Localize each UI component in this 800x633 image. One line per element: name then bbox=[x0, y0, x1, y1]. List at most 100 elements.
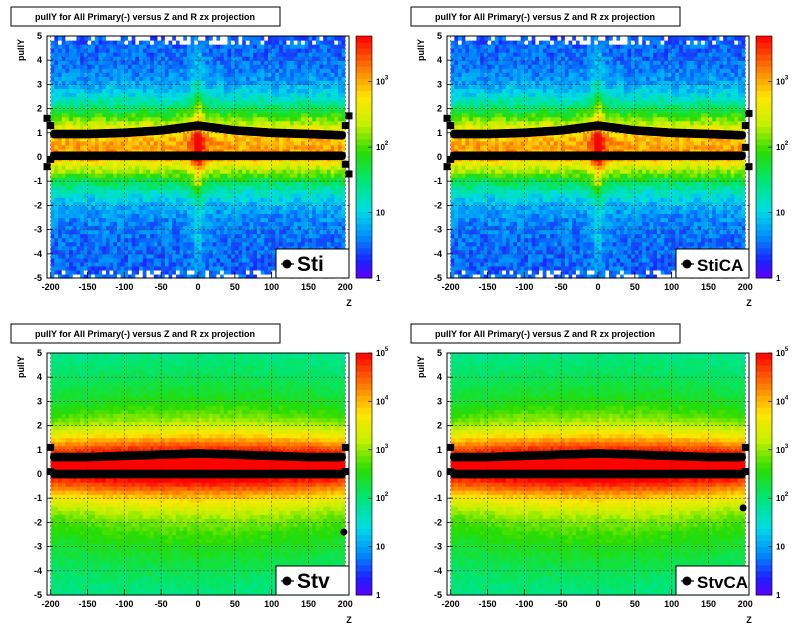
color-bar-band bbox=[756, 84, 772, 91]
y-tick-label: 4 bbox=[37, 55, 42, 65]
z-tick-exponent: 3 bbox=[385, 76, 389, 82]
color-bar-band bbox=[356, 120, 372, 128]
color-bar-band bbox=[356, 259, 372, 267]
color-bar-band bbox=[356, 211, 372, 218]
color-bar-band bbox=[356, 425, 372, 433]
y-tick-label: 1 bbox=[37, 128, 42, 138]
color-bar-band bbox=[756, 42, 772, 49]
profile-outlier-point bbox=[739, 504, 747, 512]
color-bar-band bbox=[756, 223, 772, 231]
y-tick-label: 0 bbox=[37, 152, 42, 162]
y-tick-label: -5 bbox=[434, 273, 442, 283]
color-bar-band bbox=[756, 377, 772, 384]
heatmap bbox=[447, 36, 750, 279]
color-bar-band bbox=[756, 540, 772, 548]
color-bar-band bbox=[356, 78, 372, 85]
color-bar-band bbox=[756, 66, 772, 73]
y-tick-label: -5 bbox=[34, 590, 42, 600]
color-bar-band bbox=[356, 371, 372, 378]
color-bar-band bbox=[356, 169, 372, 176]
color-bar-band bbox=[756, 461, 772, 469]
color-bar-band bbox=[356, 546, 372, 554]
color-bar-band bbox=[356, 395, 372, 402]
profile-edge-point bbox=[47, 443, 55, 451]
color-bar-band bbox=[356, 588, 372, 596]
profile-point bbox=[337, 469, 347, 479]
color-bar-band bbox=[756, 474, 772, 481]
color-bar-band bbox=[756, 265, 772, 273]
profile-edge-point bbox=[447, 155, 455, 163]
color-bar-band bbox=[756, 522, 772, 529]
color-bar-band bbox=[356, 181, 372, 188]
color-bar-band bbox=[756, 498, 772, 505]
color-bar-band bbox=[756, 72, 772, 79]
y-tick-label: 3 bbox=[37, 79, 42, 89]
y-tick-label: -4 bbox=[434, 566, 442, 576]
color-bar-band bbox=[756, 144, 772, 152]
x-tick-label: 200 bbox=[738, 599, 753, 609]
profile-point bbox=[737, 130, 747, 140]
y-tick-label: -5 bbox=[34, 273, 42, 283]
y-tick-label: -1 bbox=[34, 176, 42, 186]
color-bar-band bbox=[756, 48, 772, 55]
color-bar-band bbox=[756, 138, 772, 146]
z-tick-exponent: 4 bbox=[785, 395, 789, 401]
color-bar-band bbox=[356, 461, 372, 469]
color-bar: 1 10 102 103 104 105 bbox=[355, 347, 389, 600]
color-bar-band bbox=[756, 401, 772, 408]
y-tick-label: -1 bbox=[434, 493, 442, 503]
color-bar-band bbox=[756, 359, 772, 366]
color-bar-band bbox=[756, 229, 772, 237]
color-bar-band bbox=[356, 253, 372, 261]
color-bar-band bbox=[756, 181, 772, 188]
color-bar-band bbox=[756, 211, 772, 218]
x-tick-label: 50 bbox=[230, 599, 240, 609]
profile-outlier-point bbox=[340, 528, 348, 536]
color-bar-band bbox=[356, 193, 372, 200]
x-tick-label: 200 bbox=[738, 282, 753, 292]
color-bar-band bbox=[356, 455, 372, 463]
color-bar-band bbox=[756, 163, 772, 170]
y-tick-label: -4 bbox=[34, 249, 42, 259]
color-bar-band bbox=[356, 205, 372, 212]
z-tick-exponent: 2 bbox=[785, 141, 789, 147]
x-tick-label: 100 bbox=[664, 599, 679, 609]
z-tick-exponent: 2 bbox=[385, 492, 389, 498]
legend-label: Sti bbox=[297, 253, 324, 276]
profile-series bbox=[43, 112, 353, 178]
color-bar-band bbox=[356, 522, 372, 529]
z-tick-exponent: 5 bbox=[785, 347, 789, 353]
color-bar-frame bbox=[355, 352, 373, 596]
color-bar-band bbox=[356, 247, 372, 255]
color-bar-band bbox=[756, 570, 772, 578]
color-bar-band bbox=[756, 455, 772, 463]
color-bar-band bbox=[756, 425, 772, 433]
color-bar-band bbox=[756, 383, 772, 390]
x-tick-label: -100 bbox=[515, 599, 533, 609]
color-bar-band bbox=[356, 108, 372, 116]
color-bar-band bbox=[756, 108, 772, 116]
y-tick-label: 2 bbox=[437, 421, 442, 431]
color-bar-band bbox=[356, 570, 372, 578]
color-bar-band bbox=[356, 528, 372, 535]
z-tick-exponent: 3 bbox=[385, 444, 389, 450]
color-bar-band bbox=[356, 419, 372, 427]
color-bar-band bbox=[356, 407, 372, 414]
color-bar-band bbox=[356, 90, 372, 97]
color-bar-band bbox=[356, 443, 372, 451]
x-tick-label: -150 bbox=[479, 282, 497, 292]
z-tick-label: 104 bbox=[376, 395, 389, 406]
y-axis-label: pullY bbox=[416, 39, 426, 61]
heatmap bbox=[47, 353, 350, 596]
x-axis-label: Z bbox=[746, 298, 752, 308]
color-bar-band bbox=[756, 187, 772, 194]
x-tick-label: 0 bbox=[195, 282, 200, 292]
legend-label: StiCA bbox=[697, 256, 743, 275]
title-box bbox=[410, 6, 681, 27]
color-bar-band bbox=[356, 474, 372, 481]
color-bar-band bbox=[756, 558, 772, 566]
color-bar-band bbox=[356, 582, 372, 590]
legend: Stv bbox=[275, 565, 350, 596]
y-tick-label: 5 bbox=[437, 31, 442, 41]
color-bar-band bbox=[756, 241, 772, 249]
